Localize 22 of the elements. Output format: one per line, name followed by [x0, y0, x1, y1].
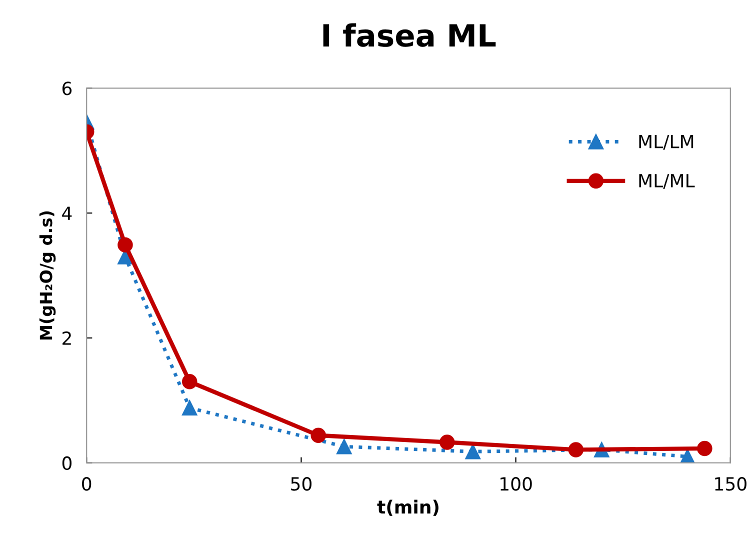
y-tick-label: 2 — [62, 331, 71, 345]
x-tick-label: 0 — [82, 477, 92, 491]
point — [336, 438, 352, 454]
x-axis-title: t(min) — [377, 500, 438, 516]
point — [465, 444, 481, 460]
y-tick-label: 0 — [62, 456, 72, 470]
point — [697, 440, 712, 456]
point — [118, 237, 133, 253]
y-tick-label: 4 — [62, 206, 72, 220]
legend-label: ML/ML — [639, 174, 695, 189]
chart-title: I fasea ML — [323, 23, 496, 47]
point — [182, 400, 198, 416]
point — [568, 442, 584, 458]
point — [310, 428, 326, 444]
y-axis-title: M(gH₂O/g d.s) — [39, 211, 56, 340]
legend-label: ML/LM — [639, 134, 694, 150]
point — [182, 374, 198, 390]
x-tick-label: 50 — [291, 477, 312, 491]
point — [439, 434, 455, 450]
x-tick-label: 100 — [500, 477, 532, 491]
x-tick-label: 150 — [715, 477, 746, 491]
y-tick-label: 6 — [62, 82, 72, 96]
